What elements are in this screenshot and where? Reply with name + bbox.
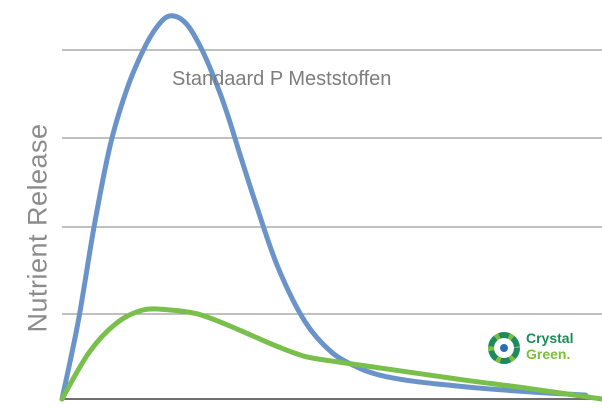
y-axis-label: Nutrient Release <box>22 123 53 333</box>
crystal-green-logo: Crystal Green. <box>486 328 586 370</box>
series-line-crystal-green <box>59 306 602 402</box>
logo-wordmark: Crystal Green. <box>526 330 573 362</box>
series-layer <box>59 13 602 402</box>
logo-text-line2: Green. <box>526 346 571 362</box>
series-line-standard <box>59 13 589 402</box>
crystal-green-logo-icon <box>488 332 520 364</box>
annotation-standard-fertilizer: Standaard P Meststoffen <box>172 68 392 90</box>
logo-text-line1: Crystal <box>526 330 574 346</box>
gridlines <box>62 49 602 400</box>
